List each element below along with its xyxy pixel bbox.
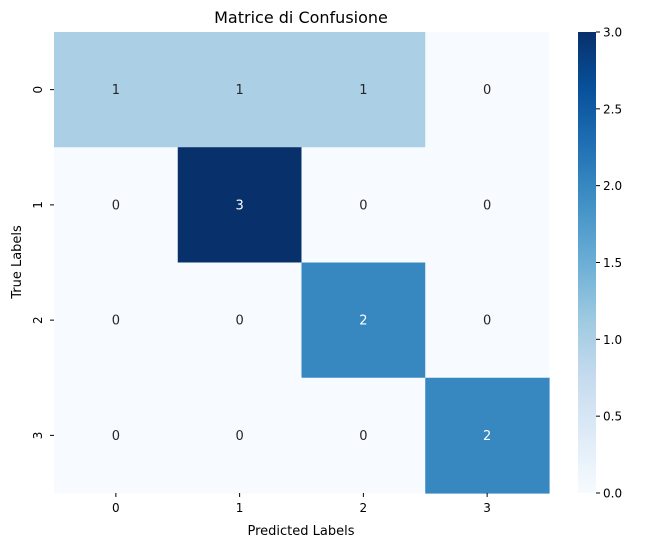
heatmap-cell-3-2 bbox=[301, 377, 426, 494]
heatmap-annotations: 1 1 1 0 0 3 0 0 0 0 2 0 0 0 0 2 bbox=[112, 83, 492, 444]
heatmap-cell-2-1 bbox=[177, 262, 303, 379]
cell-value-3-2: 0 bbox=[359, 429, 367, 444]
cell-value-1-2: 0 bbox=[359, 198, 367, 213]
heatmap-cell-0-0 bbox=[54, 32, 179, 148]
y-axis-ticks: 0 1 2 3 bbox=[31, 86, 54, 439]
cell-value-2-2: 2 bbox=[359, 314, 367, 329]
cell-value-3-3: 2 bbox=[483, 429, 491, 444]
heatmap-cell-1-3 bbox=[425, 147, 550, 264]
cell-value-1-1: 3 bbox=[235, 198, 243, 213]
y-tick-label-1: 1 bbox=[31, 201, 45, 209]
heatmap-cell-1-0 bbox=[54, 147, 179, 264]
colorbar-tick-label-5: 2.5 bbox=[603, 102, 622, 116]
y-tick-label-3: 3 bbox=[31, 432, 45, 440]
colorbar-tick-label-4: 2.0 bbox=[603, 179, 622, 193]
heatmap-cell-2-3 bbox=[425, 262, 550, 379]
y-tick-label-0: 0 bbox=[31, 86, 45, 94]
cell-value-0-1: 1 bbox=[235, 83, 243, 98]
heatmap-cell-1-2 bbox=[301, 147, 426, 264]
colorbar-tick-label-1: 0.5 bbox=[603, 410, 622, 424]
heatmap-cell-1-1 bbox=[177, 147, 303, 264]
cell-value-0-0: 1 bbox=[112, 83, 120, 98]
x-tick-label-3: 3 bbox=[483, 501, 491, 515]
heatmap-cell-2-0 bbox=[54, 262, 179, 379]
cell-value-1-0: 0 bbox=[112, 198, 120, 213]
heatmap-cell-0-3 bbox=[425, 32, 550, 148]
cell-value-0-3: 0 bbox=[483, 83, 491, 98]
heatmap-cells bbox=[54, 32, 550, 494]
colorbar-tick-label-0: 0.0 bbox=[603, 487, 622, 501]
colorbar-tick-label-2: 1.0 bbox=[603, 333, 622, 347]
heatmap-cell-0-1 bbox=[177, 32, 303, 148]
colorbar-tick-label-3: 1.5 bbox=[603, 256, 622, 270]
heatmap-cell-0-2 bbox=[301, 32, 426, 148]
y-axis-label: True Labels bbox=[10, 225, 25, 300]
cell-value-2-3: 0 bbox=[483, 314, 491, 329]
cell-value-1-3: 0 bbox=[483, 198, 491, 213]
cell-value-0-2: 1 bbox=[359, 83, 367, 98]
x-axis-label: Predicted Labels bbox=[247, 524, 354, 539]
heatmap-cell-3-0 bbox=[54, 377, 179, 494]
cell-value-2-0: 0 bbox=[112, 314, 120, 329]
x-tick-label-1: 1 bbox=[236, 501, 244, 515]
chart-title: Matrice di Confusione bbox=[214, 8, 388, 27]
x-axis-ticks: 0 1 2 3 bbox=[112, 493, 491, 515]
heatmap-cell-3-3 bbox=[425, 377, 550, 494]
cell-value-3-1: 0 bbox=[235, 429, 243, 444]
colorbar bbox=[578, 32, 596, 493]
y-tick-label-2: 2 bbox=[31, 316, 45, 324]
heatmap-cell-2-2 bbox=[301, 262, 426, 379]
colorbar-ticks: 0.0 0.5 1.0 1.5 2.0 2.5 3.0 bbox=[596, 26, 622, 501]
x-tick-label-0: 0 bbox=[112, 501, 120, 515]
colorbar-tick-label-6: 3.0 bbox=[603, 26, 622, 40]
cell-value-2-1: 0 bbox=[235, 314, 243, 329]
x-tick-label-2: 2 bbox=[360, 501, 368, 515]
heatmap-cell-3-1 bbox=[177, 377, 303, 494]
cell-value-3-0: 0 bbox=[112, 429, 120, 444]
